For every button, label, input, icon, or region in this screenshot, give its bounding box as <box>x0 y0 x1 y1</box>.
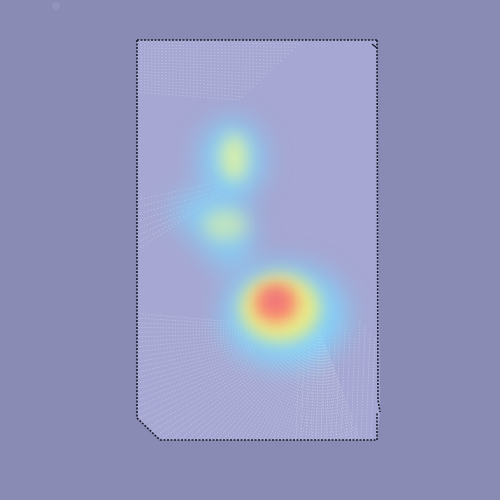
scan-ray <box>137 88 244 98</box>
heatmap-layer <box>175 120 347 365</box>
scan-ray <box>264 329 321 440</box>
scan-ray <box>370 337 376 440</box>
scan-ray <box>258 329 321 440</box>
scan-ray <box>137 76 258 84</box>
scan-ray <box>137 68 269 75</box>
heat-blob-lower-peak <box>265 291 285 309</box>
scan-ray <box>295 319 301 440</box>
scan-ray <box>290 329 321 440</box>
scan-ray <box>340 325 346 440</box>
scan-ray <box>316 329 321 440</box>
scan-ray <box>239 329 321 440</box>
scan-ray <box>319 329 380 440</box>
room-walls <box>136 39 381 441</box>
scan-ray <box>137 59 279 65</box>
scan-ray <box>319 329 331 440</box>
scan-ray <box>319 329 380 440</box>
scan-ray <box>252 329 321 440</box>
scan-ray <box>271 329 321 440</box>
scan-ray <box>233 329 321 440</box>
wall-bottom <box>160 412 378 441</box>
scan-ray <box>137 85 248 94</box>
scan-ray <box>137 208 199 244</box>
scan-ray <box>350 337 356 440</box>
scan-ray <box>137 329 321 437</box>
scan-ray <box>315 319 321 440</box>
scan-ray <box>345 331 351 440</box>
scan-ray <box>137 53 286 58</box>
scan-ray <box>303 329 321 440</box>
scan-ray <box>310 337 316 440</box>
scan-ray <box>277 329 321 440</box>
scan-ray <box>246 329 321 440</box>
scan-ray <box>137 65 272 71</box>
scan-ray <box>137 329 321 420</box>
scan-ray <box>310 329 321 440</box>
scan-ray <box>137 71 265 78</box>
wall-corner-bottom-left <box>136 417 161 441</box>
heat-blob-upper-core <box>220 134 248 182</box>
scan-ray <box>330 337 336 440</box>
scan-ray <box>355 319 361 440</box>
scan-ray <box>137 180 242 208</box>
scan-ray <box>319 329 380 440</box>
scan-ray <box>360 325 366 440</box>
scan-ray <box>297 329 321 440</box>
scan-ray <box>325 331 331 440</box>
scan-ray <box>137 329 321 347</box>
scan-ray <box>335 319 341 440</box>
heat-blob-band-core <box>203 209 247 241</box>
dot-icon <box>52 2 60 10</box>
scan-ray <box>137 41 301 45</box>
scan-ray <box>365 331 371 440</box>
scan-ray <box>137 329 321 431</box>
scan-ray <box>137 82 251 91</box>
scan-ray <box>137 47 293 51</box>
scan-ray <box>137 329 321 426</box>
scan-ray <box>137 329 321 353</box>
wall-right <box>376 39 381 413</box>
scan-ray <box>137 50 290 55</box>
wall-segment-top-right <box>371 43 378 49</box>
scan-ray <box>319 329 325 440</box>
